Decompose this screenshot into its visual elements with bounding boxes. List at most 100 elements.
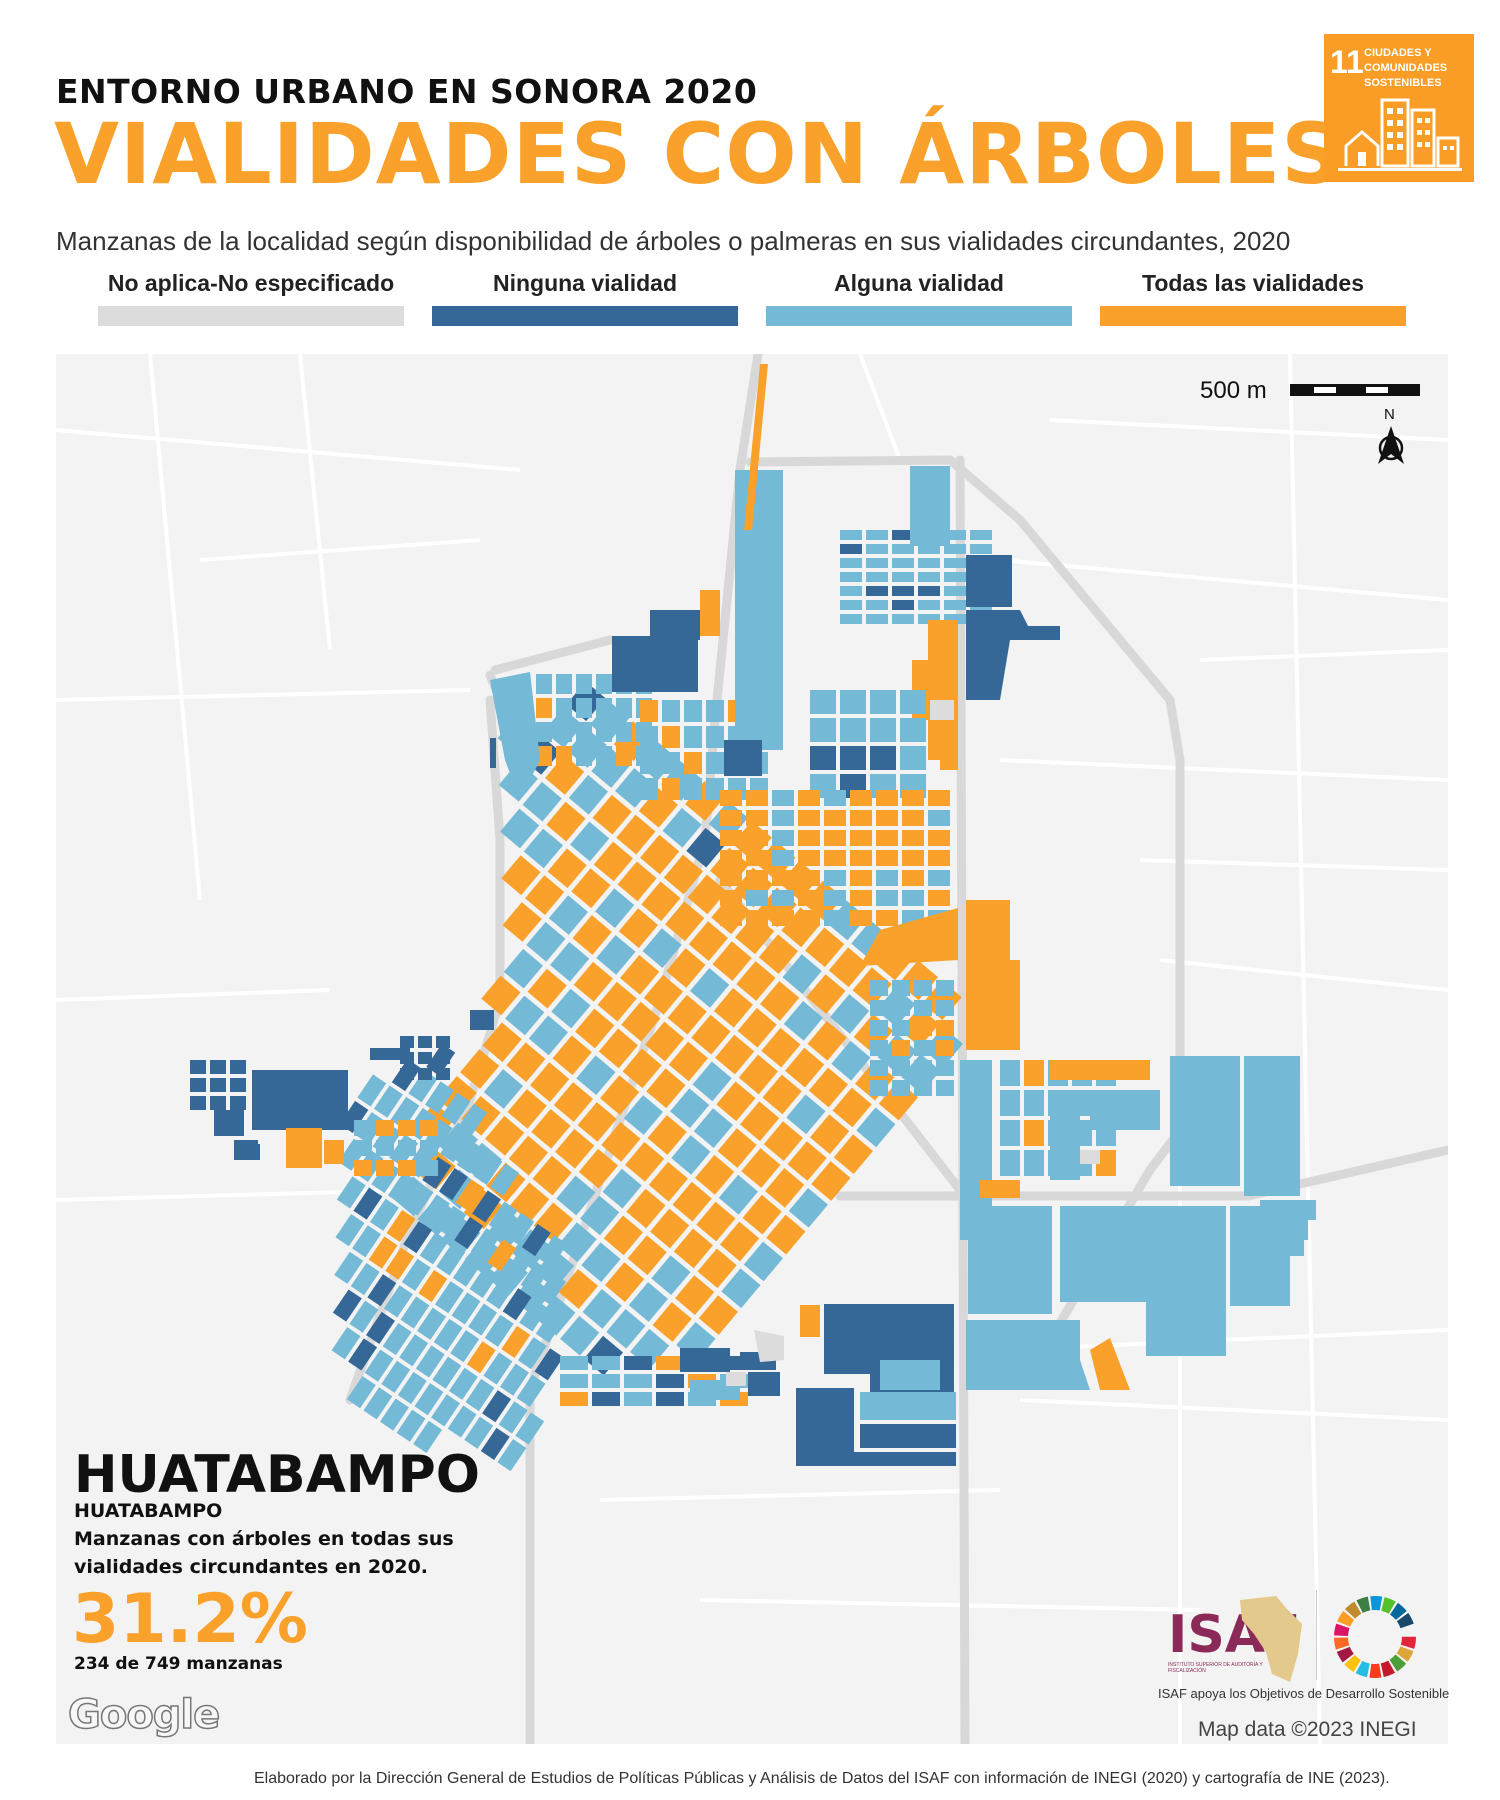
city-block — [806, 974, 846, 1014]
city-block — [481, 975, 521, 1016]
city-block — [603, 1215, 644, 1256]
city-block — [870, 1080, 888, 1096]
city-block — [892, 544, 914, 554]
city-block — [623, 1095, 663, 1135]
city-block — [1024, 1090, 1044, 1116]
city-block — [403, 1221, 433, 1254]
city-block — [712, 941, 752, 981]
map-data-credit: Map data ©2023 INEGI — [1198, 1718, 1417, 1741]
city-block — [810, 690, 836, 714]
city-block — [552, 1035, 592, 1076]
city-block — [503, 948, 544, 989]
city-block — [618, 908, 658, 948]
city-block — [735, 470, 783, 750]
city-block — [892, 572, 914, 582]
city-block — [968, 1206, 1052, 1314]
city-block — [441, 1092, 471, 1125]
city-block — [720, 830, 742, 846]
sonora-map-icon — [1240, 1596, 1302, 1682]
city-block — [706, 726, 724, 748]
city-block — [537, 1272, 567, 1305]
city-block — [892, 1060, 910, 1076]
city-block — [650, 610, 700, 640]
city-block — [746, 790, 768, 806]
city-block — [840, 746, 866, 770]
city-block — [1060, 1206, 1146, 1302]
city-block — [914, 1020, 932, 1036]
city-block — [870, 980, 888, 996]
city-block — [576, 1055, 616, 1096]
city-block — [696, 1201, 736, 1242]
city-block — [482, 1022, 522, 1063]
city-block — [627, 1235, 667, 1276]
city-block — [536, 722, 552, 742]
city-block — [553, 1082, 594, 1122]
legend-swatch — [432, 306, 738, 326]
city-block — [376, 1120, 394, 1136]
city-block — [892, 614, 914, 624]
city-block — [551, 988, 591, 1029]
city-block — [1050, 1060, 1150, 1080]
city-block — [536, 698, 552, 718]
footer-credit: Elaborado por la Dirección General de Es… — [254, 1770, 1390, 1787]
city-block — [798, 850, 820, 866]
city-block — [930, 700, 954, 720]
city-block — [783, 1001, 823, 1041]
city-block — [376, 1160, 394, 1176]
city-block — [824, 1304, 954, 1374]
city-block — [598, 1028, 639, 1069]
city-block — [398, 1160, 416, 1176]
city-block — [286, 1128, 322, 1168]
city-block — [672, 1181, 712, 1222]
city-block — [918, 572, 940, 582]
city-block — [720, 810, 742, 826]
map-canvas[interactable] — [56, 354, 1448, 1744]
city-block — [746, 830, 768, 846]
city-block — [448, 1367, 478, 1400]
city-block — [641, 881, 681, 922]
city-block — [914, 1040, 932, 1056]
city-block — [1024, 1060, 1044, 1086]
city-block — [840, 544, 862, 554]
isaf-tagline: ISAF apoya los Objetivos de Desarrollo S… — [1158, 1686, 1450, 1701]
city-block — [772, 830, 794, 846]
city-block — [472, 1190, 502, 1223]
city-block — [1000, 1060, 1020, 1086]
city-block — [578, 1148, 619, 1189]
city-block — [840, 586, 862, 596]
city-block — [522, 781, 562, 822]
city-block — [436, 1052, 450, 1064]
city-block — [596, 746, 612, 766]
city-block — [558, 1269, 599, 1309]
city-block — [870, 1020, 888, 1036]
city-block — [596, 935, 636, 975]
legend-label: Alguna vialidad — [834, 270, 1004, 296]
city-block — [798, 890, 820, 906]
city-block — [418, 1052, 432, 1064]
city-block — [850, 830, 872, 846]
city-block — [808, 1067, 848, 1108]
city-block — [385, 1247, 415, 1280]
city-block — [214, 1110, 244, 1136]
city-block — [662, 752, 680, 774]
city-block — [782, 954, 822, 994]
city-block — [772, 890, 794, 906]
city-block — [918, 544, 940, 554]
city-block — [616, 746, 632, 766]
city-block — [1000, 1120, 1020, 1146]
city-block — [900, 690, 926, 714]
city-block — [746, 890, 768, 906]
google-logo: Google — [67, 1691, 221, 1739]
city-block — [616, 814, 656, 855]
legend-item-ninguna: Ninguna vialidad — [432, 270, 738, 326]
city-block — [576, 674, 592, 694]
city-block — [656, 1392, 684, 1406]
city-block — [616, 698, 632, 718]
city-block — [482, 1390, 512, 1423]
city-block — [510, 1182, 550, 1223]
city-block — [918, 586, 940, 596]
legend-swatch — [766, 306, 1072, 326]
city-block — [738, 1054, 778, 1095]
city-block — [798, 870, 820, 886]
city-block — [621, 1001, 661, 1042]
